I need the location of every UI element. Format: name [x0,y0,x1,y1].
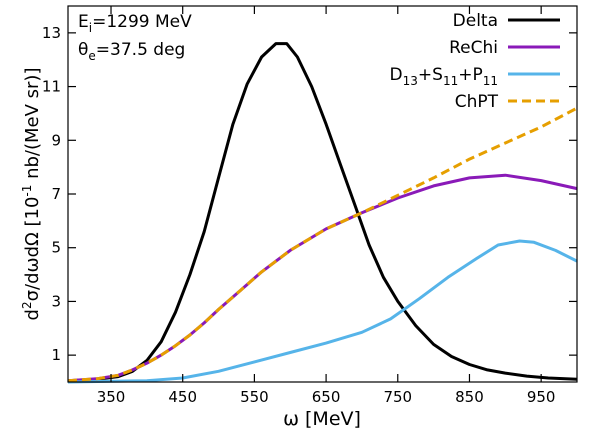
x-tick-label: 850 [455,388,484,406]
y-tick-label: 9 [51,131,61,149]
y-tick-label: 13 [42,24,61,42]
y-tick-label: 5 [51,239,61,257]
x-tick-label: 750 [383,388,412,406]
series-lines [67,42,578,384]
y-tick-label: 3 [51,292,61,310]
y-tick-label: 7 [51,185,61,203]
beam-energy-annotation: Ei=1299 MeV [78,12,192,35]
series-line [67,239,578,384]
plot-frame [67,5,578,383]
series-line [67,106,578,383]
x-tick-label: 450 [168,388,197,406]
electron-angle-annotation: θe=37.5 deg [78,40,185,63]
x-axis-label: ω [MeV] [283,408,361,430]
x-tick-label: 350 [97,388,126,406]
legend: Delta ReChi D13+S11+P11 ChPT [390,11,560,112]
annotations: Ei=1299 MeV θe=37.5 deg [78,12,192,63]
series-line [67,173,578,383]
x-tick-label: 950 [527,388,556,406]
legend-label: ReChi [449,38,498,58]
y-axis-label: d2σ/dωdΩ [10-1 nb/(MeV sr)] [20,68,43,321]
series-line [67,42,578,383]
axis-ticks [68,6,577,382]
legend-label: D13+S11+P11 [390,65,498,88]
y-tick-label: 1 [51,346,61,364]
legend-label: Delta [453,11,498,31]
x-tick-label: 550 [240,388,269,406]
legend-label: ChPT [455,92,499,112]
x-tick-label: 650 [312,388,341,406]
y-tick-label: 11 [42,78,61,96]
